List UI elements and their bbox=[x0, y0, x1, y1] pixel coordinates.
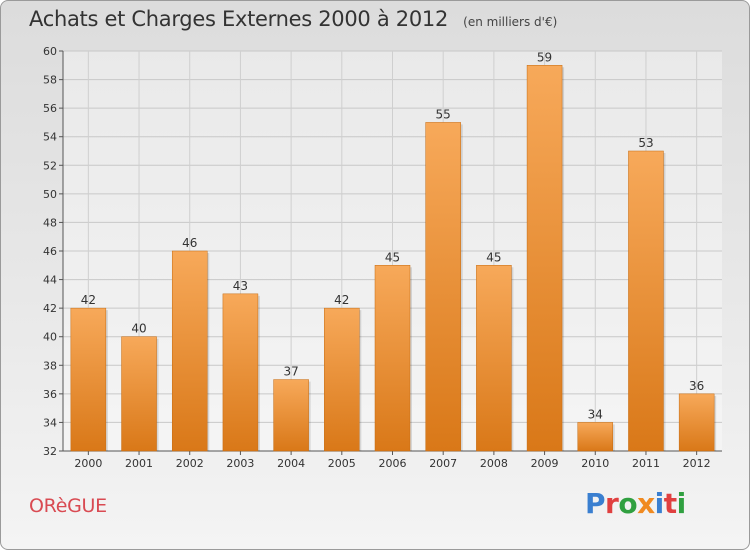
y-tick-label: 46 bbox=[43, 245, 57, 258]
bar-2004 bbox=[273, 379, 309, 452]
logo-letter: o bbox=[618, 487, 638, 520]
x-tick-label: 2006 bbox=[379, 457, 407, 470]
y-tick-label: 50 bbox=[43, 188, 57, 201]
y-tick-label: 34 bbox=[43, 416, 57, 429]
bar-layer bbox=[70, 65, 717, 452]
data-label-2003: 43 bbox=[233, 279, 248, 293]
x-tick-label: 2005 bbox=[328, 457, 356, 470]
bar-2006 bbox=[374, 265, 411, 452]
data-label-2010: 34 bbox=[588, 407, 603, 421]
x-tick-label: 2007 bbox=[429, 457, 457, 470]
x-tick-label: 2001 bbox=[125, 457, 153, 470]
y-tick-label: 56 bbox=[43, 102, 57, 115]
data-label-2011: 53 bbox=[638, 136, 653, 150]
x-tick-label: 2009 bbox=[531, 457, 559, 470]
x-tick-label: 2008 bbox=[480, 457, 508, 470]
bar-2005 bbox=[324, 307, 360, 452]
x-tick-label: 2011 bbox=[632, 457, 660, 470]
logo-letter: i bbox=[676, 487, 687, 520]
y-tick-label: 60 bbox=[43, 45, 57, 58]
bar-2007 bbox=[425, 122, 461, 452]
data-label-2001: 40 bbox=[131, 322, 146, 336]
chart-title: Achats et Charges Externes 2000 à 2012 (… bbox=[29, 7, 557, 31]
bar-2001 bbox=[121, 336, 157, 452]
logo-letter: i bbox=[654, 487, 665, 520]
logo-letter: r bbox=[605, 487, 619, 520]
bar-2011 bbox=[628, 150, 664, 452]
commune-name: ORèGUE bbox=[29, 495, 107, 517]
bar-2010 bbox=[577, 422, 614, 452]
y-tick-label: 58 bbox=[43, 74, 57, 87]
y-tick-label: 36 bbox=[43, 388, 57, 401]
bar-2012 bbox=[678, 393, 715, 452]
x-tick-label: 2003 bbox=[226, 457, 254, 470]
y-tick-label: 44 bbox=[43, 274, 57, 287]
bar-2002 bbox=[171, 250, 208, 452]
x-tick-label: 2010 bbox=[581, 457, 609, 470]
x-tick-label: 2004 bbox=[277, 457, 305, 470]
bar-2009 bbox=[526, 65, 563, 452]
bar-2003 bbox=[222, 293, 259, 452]
y-tick-label: 48 bbox=[43, 216, 57, 229]
x-tick-label: 2002 bbox=[176, 457, 204, 470]
data-label-2012: 36 bbox=[689, 379, 704, 393]
data-label-2006: 45 bbox=[385, 250, 400, 264]
logo-letter: x bbox=[637, 487, 655, 520]
x-tick-label: 2000 bbox=[74, 457, 102, 470]
data-label-2007: 55 bbox=[436, 107, 451, 121]
y-tick-label: 42 bbox=[43, 302, 57, 315]
proxiti-logo[interactable]: Proxiti bbox=[585, 487, 686, 520]
y-tick-label: 52 bbox=[43, 159, 57, 172]
y-tick-label: 32 bbox=[43, 445, 57, 458]
logo-letter: P bbox=[585, 487, 606, 520]
data-label-2000: 42 bbox=[81, 293, 96, 307]
data-label-2008: 45 bbox=[486, 250, 501, 264]
bar-2000 bbox=[70, 307, 107, 452]
data-label-2005: 42 bbox=[334, 293, 349, 307]
y-tick-label: 40 bbox=[43, 331, 57, 344]
data-label-2009: 59 bbox=[537, 50, 552, 64]
y-tick-label: 54 bbox=[43, 131, 57, 144]
y-tick-label: 38 bbox=[43, 359, 57, 372]
chart-unit: (en milliers d'€) bbox=[463, 15, 558, 29]
chart-title-text: Achats et Charges Externes 2000 à 2012 bbox=[29, 7, 449, 31]
label-layer: 42 40 46 43 37 42 45 55 45 59 34 53 36 bbox=[81, 50, 705, 421]
logo-letter: t bbox=[663, 487, 677, 520]
data-label-2004: 37 bbox=[283, 365, 298, 379]
x-tick-label: 2012 bbox=[683, 457, 711, 470]
data-label-2002: 46 bbox=[182, 236, 197, 250]
bar-2008 bbox=[476, 265, 512, 452]
